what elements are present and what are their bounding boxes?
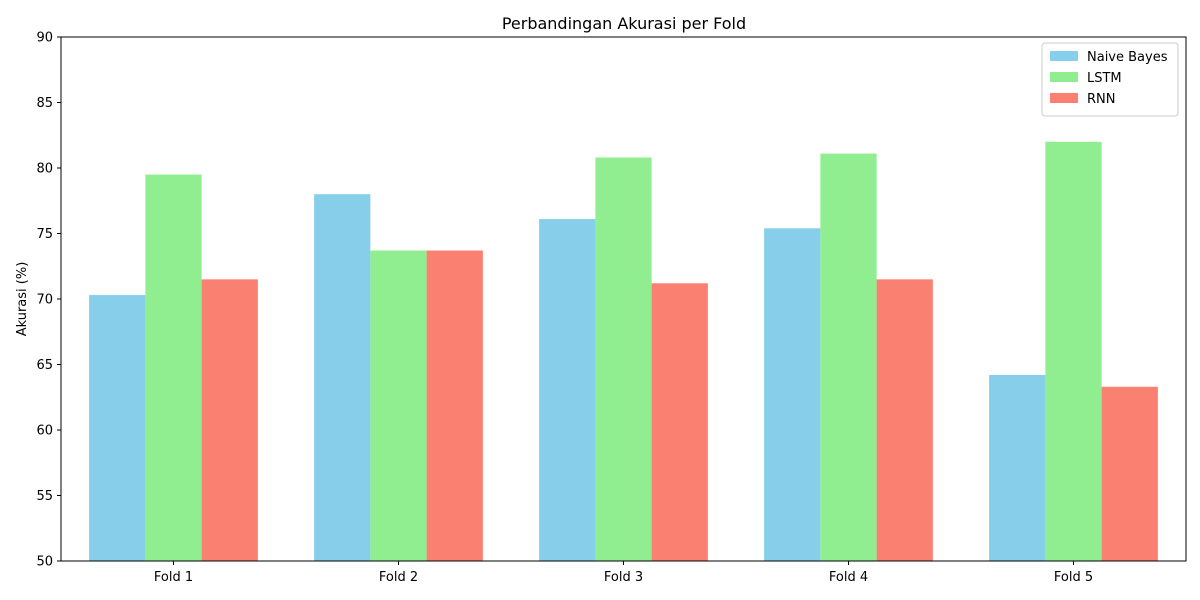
legend-swatch [1050, 51, 1078, 61]
x-tick-label: Fold 1 [154, 570, 193, 585]
bar-rnn-fold-4 [876, 279, 933, 561]
bar-naive-bayes-fold-3 [539, 219, 596, 561]
legend-swatch [1050, 72, 1078, 82]
x-tick-label: Fold 2 [379, 570, 418, 585]
bar-naive-bayes-fold-4 [764, 228, 821, 561]
y-tick-label: 60 [36, 424, 53, 439]
x-tick-label: Fold 4 [829, 570, 868, 585]
bar-rnn-fold-3 [651, 283, 708, 561]
legend-label: Naive Bayes [1087, 50, 1168, 65]
x-tick-label: Fold 5 [1054, 570, 1093, 585]
bars-group [89, 141, 1158, 562]
x-ticks: Fold 1 Fold 2 Fold 3 Fold 4 Fold 5 [154, 561, 1093, 585]
bar-naive-bayes-fold-1 [89, 295, 146, 561]
y-tick-label: 55 [36, 489, 53, 504]
plot-frame [60, 36, 1187, 562]
legend-swatch [1050, 93, 1078, 103]
chart-title: Perbandingan Akurasi per Fold [502, 14, 746, 33]
y-axis-label: Akurasi (%) [15, 262, 30, 337]
bar-naive-bayes-fold-5 [989, 374, 1046, 561]
y-ticks: 50 55 60 65 70 75 80 85 90 [36, 31, 61, 570]
y-tick-label: 75 [36, 227, 53, 242]
bar-lstm-fold-3 [595, 157, 652, 561]
x-tick-label: Fold 3 [604, 570, 643, 585]
bar-rnn-fold-2 [426, 250, 483, 561]
y-tick-label: 85 [36, 96, 53, 111]
legend-label: LSTM [1087, 71, 1122, 86]
y-tick-label: 80 [36, 162, 53, 177]
y-tick-label: 65 [36, 358, 53, 373]
bar-lstm-fold-5 [1045, 141, 1102, 562]
y-tick-label: 70 [36, 293, 53, 308]
bar-rnn-fold-1 [201, 279, 258, 561]
bar-lstm-fold-4 [820, 153, 877, 561]
y-tick-label: 50 [36, 555, 53, 570]
bar-rnn-fold-5 [1101, 386, 1158, 561]
bar-lstm-fold-2 [370, 250, 427, 561]
y-tick-label: 90 [36, 31, 53, 46]
legend: Naive Bayes LSTM RNN [1041, 42, 1179, 117]
bar-naive-bayes-fold-2 [314, 194, 371, 561]
legend-label: RNN [1087, 92, 1115, 107]
bar-lstm-fold-1 [145, 174, 202, 562]
